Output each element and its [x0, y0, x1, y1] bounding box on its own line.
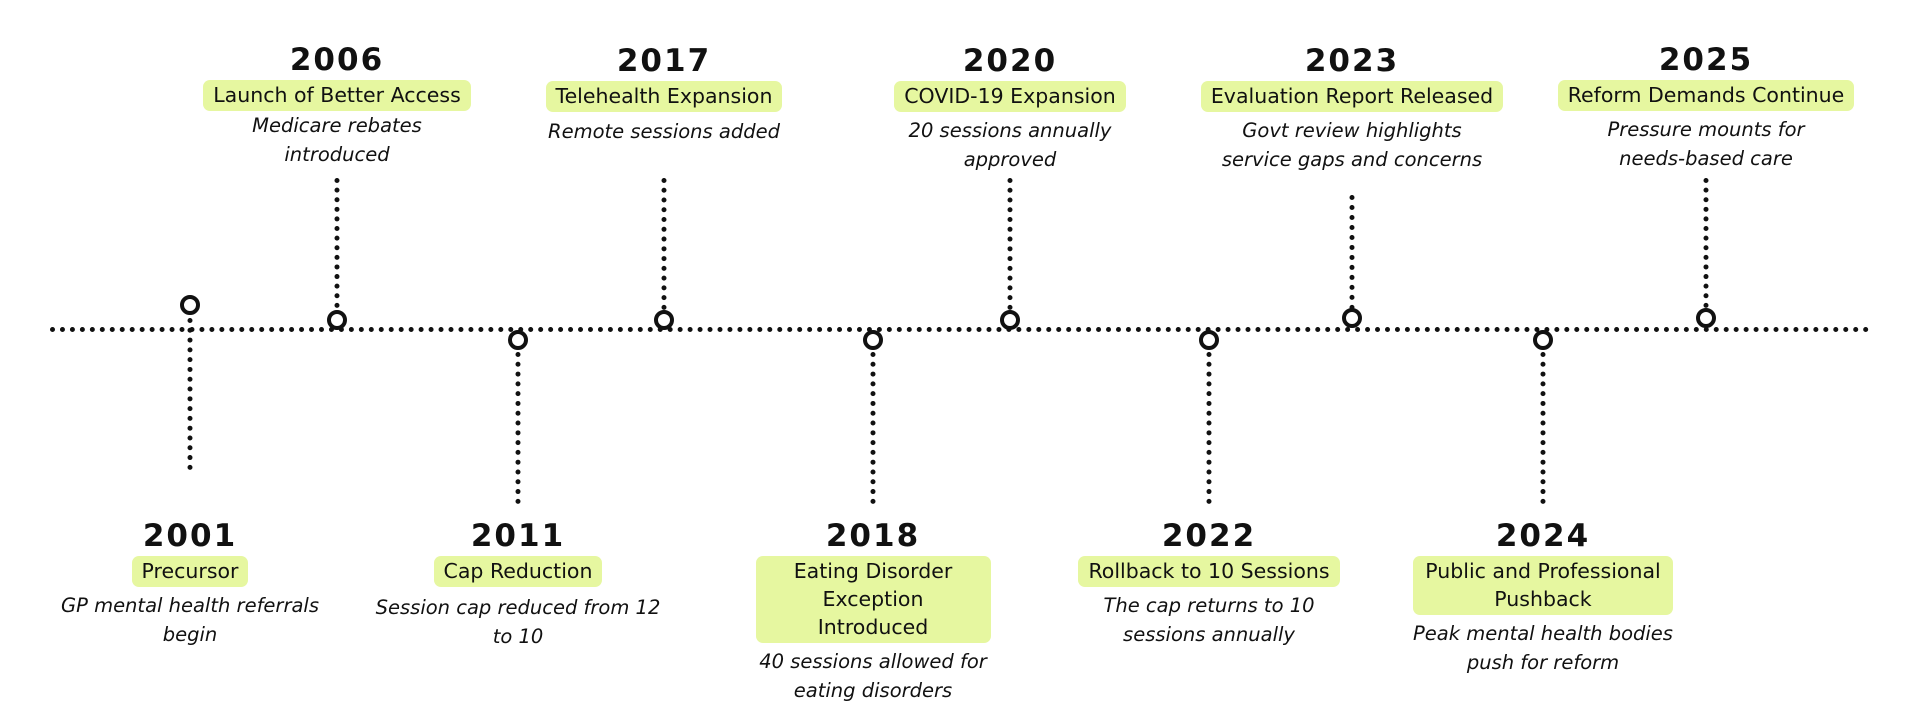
event-description: Govt review highlights service gaps and …: [1221, 119, 1483, 171]
event-year: 2018: [825, 518, 921, 554]
marker-2023: [1342, 308, 1362, 328]
event-2023: 2023 Evaluation Report Released Govt rev…: [1132, 43, 1572, 174]
event-2020: 2020 COVID-19 Expansion 20 sessions annu…: [790, 43, 1230, 174]
connector-2020: [1007, 178, 1013, 310]
event-label: Telehealth Expansion: [545, 81, 783, 112]
event-2025: 2025 Reform Demands Continue Pressure mo…: [1486, 42, 1920, 173]
connector-2011: [515, 352, 521, 504]
event-year: 2020: [962, 43, 1058, 79]
event-year: 2017: [616, 43, 712, 79]
event-label: Launch of Better Access: [203, 80, 471, 111]
event-year: 2023: [1304, 43, 1400, 79]
event-label: Precursor: [131, 556, 249, 587]
marker-2017: [654, 310, 674, 330]
event-year: 2025: [1658, 42, 1754, 78]
event-description: 40 sessions allowed for eating disorders: [759, 650, 987, 702]
event-label: COVID-19 Expansion: [894, 81, 1126, 112]
event-description: The cap returns to 10 sessions annually: [1103, 594, 1315, 646]
event-description: Medicare rebates introduced: [252, 114, 422, 166]
event-label: Reform Demands Continue: [1557, 80, 1855, 111]
timeline-axis: [50, 327, 1870, 332]
connector-2018: [870, 352, 876, 504]
event-label: Evaluation Report Released: [1200, 81, 1504, 112]
event-description: Pressure mounts for needs-based care: [1607, 118, 1805, 170]
event-2011: 2011 Cap Reduction Session cap reduced f…: [298, 518, 738, 651]
marker-2018: [863, 330, 883, 350]
event-description: 20 sessions annually approved: [908, 119, 1112, 171]
connector-2022: [1206, 352, 1212, 504]
event-description: Peak mental health bodies push for refor…: [1413, 622, 1673, 674]
event-year: 2022: [1161, 518, 1257, 554]
connector-2001: [187, 318, 193, 470]
event-year: 2011: [470, 518, 566, 554]
marker-2020: [1000, 310, 1020, 330]
event-label: Rollback to 10 Sessions: [1078, 556, 1340, 587]
event-2018: 2018 Eating Disorder Exception Introduce…: [653, 518, 1093, 705]
event-2024: 2024 Public and Professional Pushback Pe…: [1323, 518, 1763, 677]
connector-2023: [1349, 195, 1355, 310]
connector-2025: [1703, 178, 1709, 308]
event-2017: 2017 Telehealth Expansion Remote session…: [444, 43, 884, 146]
marker-2006: [327, 310, 347, 330]
event-2022: 2022 Rollback to 10 Sessions The cap ret…: [989, 518, 1429, 649]
connector-2006: [334, 178, 340, 308]
event-2006: 2006 Launch of Better Access Medicare re…: [117, 42, 557, 169]
event-description: Session cap reduced from 12 to 10: [375, 596, 661, 648]
marker-2011: [508, 330, 528, 350]
marker-2001: [180, 295, 200, 315]
event-label: Public and Professional Pushback: [1413, 556, 1673, 615]
event-year: 2001: [142, 518, 238, 554]
connector-2017: [661, 178, 667, 310]
event-description: Remote sessions added: [548, 120, 780, 143]
marker-2022: [1199, 330, 1219, 350]
marker-2024: [1533, 330, 1553, 350]
event-label: Cap Reduction: [433, 556, 603, 587]
event-year: 2024: [1495, 518, 1591, 554]
event-description: GP mental health referrals begin: [61, 594, 319, 646]
marker-2025: [1696, 308, 1716, 328]
event-label: Eating Disorder Exception Introduced: [755, 556, 991, 643]
event-2001: 2001 Precursor GP mental health referral…: [0, 518, 410, 649]
event-year: 2006: [289, 42, 385, 78]
connector-2024: [1540, 352, 1546, 504]
